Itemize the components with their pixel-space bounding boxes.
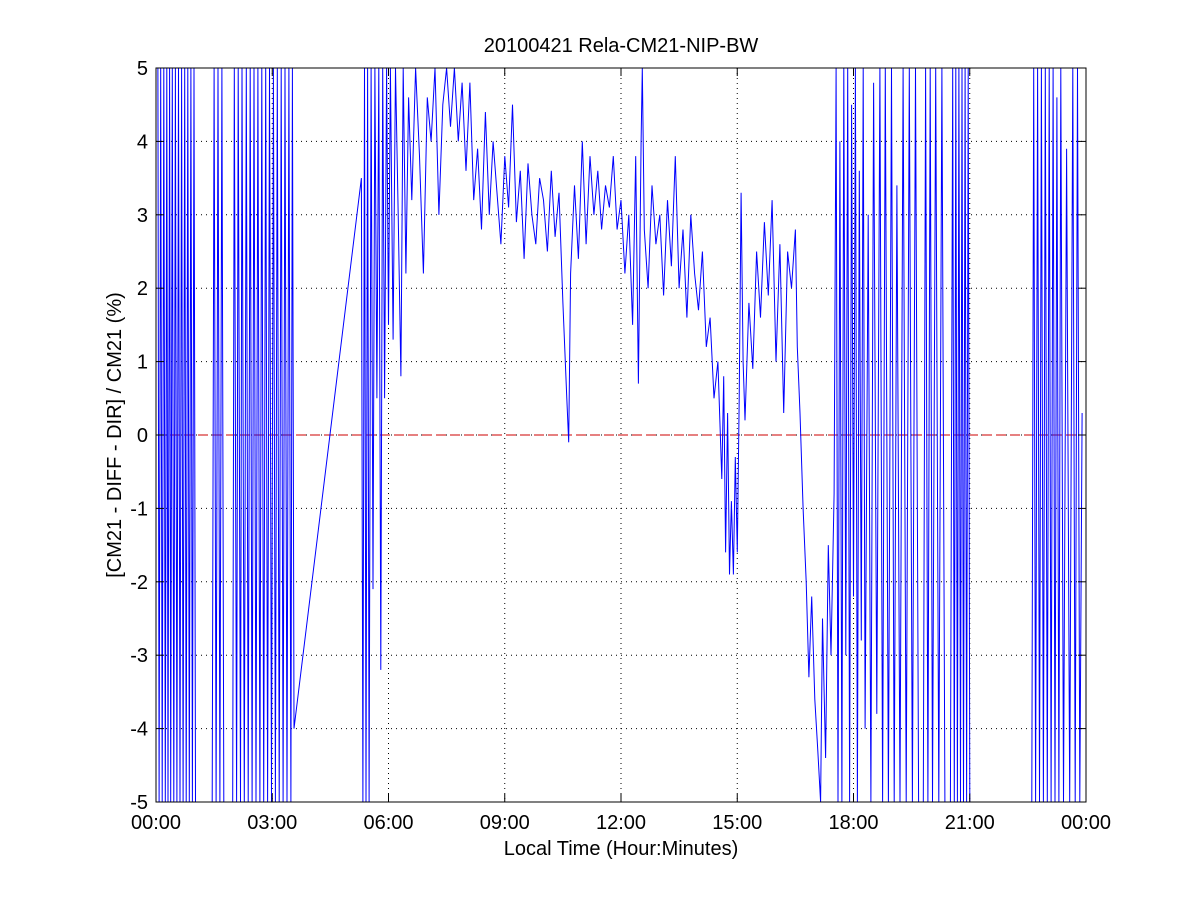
y-tick-label: -3	[130, 645, 148, 667]
y-tick-label: -4	[130, 719, 148, 741]
y-tick-labels: 5 4 3 2 1 0 -1 -2 -3 -4 -5	[130, 58, 148, 814]
y-axis-label: [CM21 - DIFF - DIR] / CM21 (%)	[104, 292, 126, 578]
y-tick-label: 1	[137, 352, 148, 374]
x-axis-label: Local Time (Hour:Minutes)	[504, 838, 739, 860]
y-tick-label: 5	[137, 58, 148, 80]
x-tick-labels: 00:00 03:00 06:00 09:00 12:00 15:00 18:00 21:00…	[131, 812, 1111, 834]
x-tick-label: 12:00	[596, 812, 646, 834]
y-tick-label: 3	[137, 205, 148, 227]
x-tick-label: 06:00	[363, 812, 413, 834]
y-tick-label: -1	[130, 498, 148, 520]
y-tick-label: -5	[130, 792, 148, 814]
y-tick-label: 2	[137, 278, 148, 300]
x-tick-label: 15:00	[712, 812, 762, 834]
grid	[156, 68, 1086, 802]
x-tick-label: 03:00	[247, 812, 297, 834]
y-tick-label: -2	[130, 572, 148, 594]
x-tick-label: 00:00	[1061, 812, 1111, 834]
y-tick-label: 0	[137, 425, 148, 447]
x-tick-label: 18:00	[828, 812, 878, 834]
ticks	[155, 67, 1087, 803]
x-tick-label: 09:00	[480, 812, 530, 834]
series-0-path	[157, 68, 1083, 802]
y-tick-label: 4	[137, 131, 148, 153]
series-line	[157, 68, 1083, 802]
x-tick-label: 21:00	[945, 812, 995, 834]
x-tick-label: 00:00	[131, 812, 181, 834]
chart-title: 20100421 Rela-CM21-NIP-BW	[484, 35, 759, 57]
